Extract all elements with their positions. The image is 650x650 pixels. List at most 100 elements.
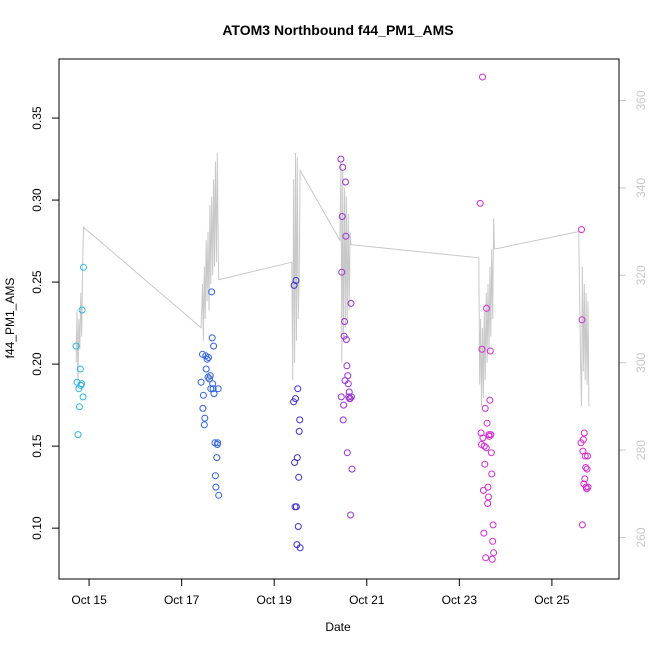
data-point-s1-15 bbox=[208, 334, 216, 342]
data-point-s4-1 bbox=[477, 429, 485, 437]
data-point-s3-22 bbox=[347, 299, 355, 307]
axes-group: Oct 15 Oct 17 Oct 19 Oct 21 Oct 23 Oct 25 0.10… bbox=[30, 90, 648, 607]
data-point-s4-0 bbox=[476, 199, 484, 207]
data-point-s4-12 bbox=[482, 444, 490, 452]
data-point-s1-17 bbox=[209, 385, 217, 393]
data-point-s3-10 bbox=[342, 178, 349, 186]
y-tick-label-5: 0.35 bbox=[30, 106, 44, 130]
data-point-s4-13 bbox=[483, 304, 491, 312]
data-point-s4-10 bbox=[481, 404, 489, 412]
x-tick-label-4: Oct 23 bbox=[442, 593, 478, 607]
data-point-s4-8 bbox=[480, 442, 488, 450]
data-point-s2-9 bbox=[294, 385, 302, 393]
data-point-s3-21 bbox=[347, 511, 355, 519]
y-tick-label-2: 0.20 bbox=[30, 352, 44, 376]
data-point-s3-0 bbox=[337, 155, 345, 163]
data-point-s3-24 bbox=[348, 465, 356, 473]
data-point-s4-21 bbox=[486, 347, 494, 355]
data-point-s3-4 bbox=[339, 163, 347, 171]
data-point-s4-3 bbox=[478, 345, 486, 353]
x-tick-label-1: Oct 17 bbox=[164, 593, 200, 607]
y2-tick-label-2: 300 bbox=[634, 352, 648, 372]
data-point-s1-8 bbox=[203, 355, 211, 363]
data-point-s3-6 bbox=[340, 401, 348, 409]
y-axis-label: f44_PM1_AMS bbox=[3, 278, 17, 359]
data-point-s3-12 bbox=[342, 336, 350, 343]
y-tick-label-0: 0.10 bbox=[30, 516, 44, 540]
data-point-s4-28 bbox=[490, 549, 498, 557]
y-tick-label-1: 0.15 bbox=[30, 434, 44, 458]
data-point-s3-5 bbox=[339, 416, 347, 424]
data-point-s3-15 bbox=[344, 372, 352, 380]
data-point-s1-23 bbox=[213, 454, 221, 462]
data-point-s5-3 bbox=[578, 521, 586, 529]
data-point-s1-3 bbox=[199, 391, 207, 399]
data-point-s1-26 bbox=[214, 385, 222, 393]
data-point-s0-10 bbox=[80, 263, 87, 271]
data-point-s3-13 bbox=[343, 362, 351, 370]
data-point-s3-16 bbox=[344, 380, 352, 388]
data-point-s4-17 bbox=[485, 493, 492, 501]
data-point-s2-4 bbox=[292, 395, 299, 403]
data-point-s0-7 bbox=[78, 380, 86, 388]
data-point-s3-2 bbox=[338, 268, 346, 276]
data-point-s3-8 bbox=[341, 318, 349, 325]
data-point-s1-5 bbox=[201, 414, 209, 422]
secondary-trace-line bbox=[75, 152, 590, 407]
x-tick-label-3: Oct 21 bbox=[349, 593, 385, 607]
data-point-s5-15 bbox=[584, 483, 592, 491]
x-tick-label-5: Oct 25 bbox=[534, 593, 570, 607]
data-point-s1-10 bbox=[205, 354, 212, 361]
data-point-s4-24 bbox=[488, 470, 496, 478]
data-point-s3-14 bbox=[343, 449, 351, 457]
data-point-s3-1 bbox=[337, 393, 345, 401]
data-point-s4-25 bbox=[488, 555, 496, 563]
data-point-s1-7 bbox=[202, 365, 210, 373]
data-point-s1-22 bbox=[212, 483, 220, 491]
data-point-s2-14 bbox=[296, 544, 304, 552]
data-point-s1-21 bbox=[211, 472, 219, 480]
data-point-s4-19 bbox=[485, 432, 493, 440]
data-point-s5-8 bbox=[581, 475, 589, 483]
data-point-s1-0 bbox=[197, 378, 205, 386]
data-point-s5-1 bbox=[578, 226, 585, 234]
data-point-s2-8 bbox=[293, 454, 301, 462]
data-point-s2-11 bbox=[295, 473, 303, 481]
data-point-s5-2 bbox=[578, 316, 586, 324]
data-point-s4-4 bbox=[479, 73, 486, 81]
data-point-s4-27 bbox=[489, 521, 497, 529]
data-point-s4-5 bbox=[479, 434, 487, 442]
data-point-s5-14 bbox=[584, 452, 591, 460]
data-point-s2-12 bbox=[295, 427, 303, 435]
data-point-s1-2 bbox=[199, 404, 207, 412]
y-tick-label-4: 0.30 bbox=[30, 188, 44, 212]
data-point-s1-16 bbox=[209, 380, 217, 388]
data-point-s0-9 bbox=[79, 393, 87, 401]
data-point-s4-15 bbox=[484, 500, 492, 507]
y2-tick-label-3: 320 bbox=[634, 265, 648, 285]
x-axis-label: Date bbox=[325, 620, 351, 634]
data-point-s4-16 bbox=[484, 483, 492, 491]
data-point-s5-13 bbox=[583, 465, 591, 473]
data-point-s5-12 bbox=[583, 485, 591, 493]
data-point-s1-19 bbox=[210, 390, 218, 398]
data-point-s1-11 bbox=[205, 375, 213, 383]
y2-tick-label-0: 260 bbox=[634, 527, 648, 547]
x-tick-label-2: Oct 19 bbox=[257, 593, 293, 607]
data-point-s1-4 bbox=[200, 421, 208, 429]
data-point-s4-11 bbox=[482, 554, 490, 562]
data-point-s0-0 bbox=[72, 342, 80, 350]
data-point-s5-9 bbox=[581, 452, 589, 460]
data-point-s2-13 bbox=[296, 416, 304, 424]
y2-tick-label-1: 280 bbox=[634, 440, 648, 460]
data-point-s4-26 bbox=[489, 537, 497, 545]
data-point-s0-2 bbox=[74, 431, 82, 439]
data-point-s3-11 bbox=[342, 232, 350, 240]
secondary-line-group bbox=[75, 152, 590, 407]
data-point-s4-20 bbox=[486, 396, 494, 404]
data-point-s3-3 bbox=[338, 213, 346, 220]
chart-title: ATOM3 Northbound f44_PM1_AMS bbox=[222, 22, 453, 38]
data-point-s0-5 bbox=[76, 365, 84, 373]
data-point-s1-14 bbox=[208, 288, 216, 296]
data-point-s2-10 bbox=[294, 523, 302, 530]
